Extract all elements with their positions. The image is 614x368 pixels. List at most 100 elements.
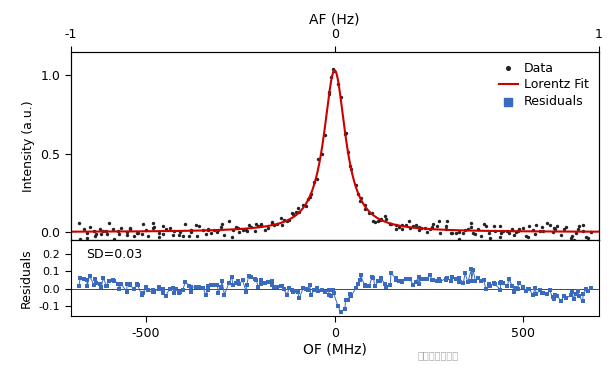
Point (181, 279, 190, 285)
Point (467, 278, 476, 284)
Point (256, 277, 266, 283)
Data (279, 217, 289, 223)
Data (565, 236, 575, 241)
Legend: Data, Lorentz Fit, Residuals: Data, Lorentz Fit, Residuals (495, 58, 593, 112)
Data (434, 218, 444, 224)
Point (434, 276, 444, 282)
Data (305, 194, 315, 200)
Y-axis label: Intensity (a.u.): Intensity (a.u.) (21, 100, 34, 191)
Data (125, 226, 134, 232)
Point (451, 276, 461, 282)
Point (441, 276, 451, 282)
Data (212, 229, 222, 234)
Point (356, 277, 365, 283)
Point (206, 282, 216, 288)
Data (391, 222, 401, 228)
Point (499, 280, 508, 286)
Point (402, 276, 411, 282)
Point (294, 296, 304, 301)
Point (228, 282, 238, 287)
Data (253, 223, 263, 229)
Point (565, 292, 575, 298)
Point (479, 277, 489, 283)
Data (394, 224, 403, 230)
Data (201, 231, 211, 237)
Point (411, 279, 421, 285)
Point (468, 267, 478, 273)
Data (538, 228, 548, 234)
Point (381, 284, 391, 290)
Point (521, 289, 531, 294)
Point (238, 277, 247, 283)
Data (133, 230, 142, 236)
Data (360, 202, 370, 208)
Data (293, 206, 303, 212)
Data (186, 230, 196, 236)
Point (191, 284, 201, 290)
Point (125, 282, 135, 288)
Data (206, 230, 216, 236)
Data (282, 218, 292, 224)
Point (101, 283, 111, 289)
Point (394, 277, 403, 283)
Data (85, 224, 95, 230)
Point (213, 290, 223, 296)
Data (467, 224, 476, 230)
Point (96, 284, 106, 290)
Data (96, 231, 106, 237)
Point (559, 293, 569, 299)
Lorentz Fit (309, 185, 317, 189)
Data (581, 234, 591, 240)
Point (535, 287, 545, 293)
Data (486, 235, 495, 241)
Point (133, 283, 142, 289)
Point (460, 270, 470, 276)
Point (284, 284, 294, 290)
Lorentz Fit (94, 229, 101, 234)
Point (368, 275, 378, 281)
Data (246, 224, 256, 230)
Point (256, 282, 266, 287)
Point (561, 296, 571, 301)
Data (513, 228, 523, 234)
Data (367, 210, 377, 216)
Lorentz Fit (580, 229, 587, 234)
Data (267, 219, 277, 225)
Point (542, 291, 552, 297)
Point (168, 286, 177, 291)
Point (442, 275, 452, 280)
Point (148, 287, 158, 293)
Point (324, 291, 334, 297)
Point (241, 289, 251, 294)
Data (114, 231, 124, 237)
Point (320, 290, 330, 296)
Point (367, 274, 377, 280)
Data (333, 81, 343, 87)
Point (523, 286, 533, 292)
Data (219, 232, 229, 238)
Point (82, 283, 92, 289)
Data (251, 221, 261, 227)
Data (328, 66, 338, 72)
Data (470, 231, 480, 237)
Data (154, 234, 164, 240)
Point (272, 284, 282, 290)
Data (414, 227, 424, 233)
Data (411, 222, 421, 228)
Data (306, 191, 316, 197)
Point (489, 280, 499, 286)
Point (309, 287, 319, 293)
Data (514, 226, 524, 232)
Data (351, 182, 361, 188)
Data (122, 231, 131, 237)
Data (556, 232, 566, 238)
Data (442, 218, 452, 224)
Point (279, 286, 289, 292)
Point (169, 290, 179, 296)
X-axis label: AF (Hz): AF (Hz) (309, 13, 360, 27)
Point (148, 290, 158, 296)
Data (141, 227, 150, 233)
Data (421, 226, 430, 231)
Data (309, 179, 319, 185)
Point (314, 288, 324, 294)
